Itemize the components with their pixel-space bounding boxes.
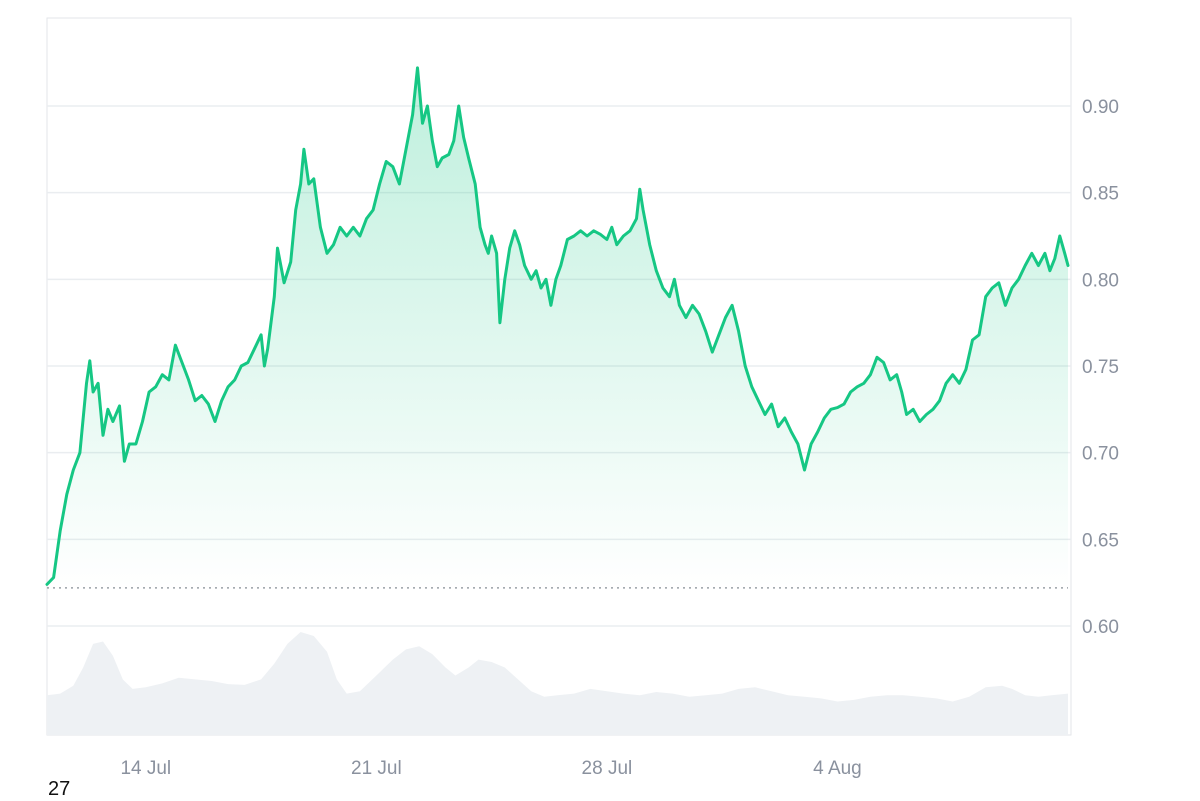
x-axis-ticks: 14 Jul 21 Jul 28 Jul 4 Aug <box>120 758 861 779</box>
y-tick-label: 0.90 <box>1082 97 1119 118</box>
y-tick-label: 0.75 <box>1082 357 1119 378</box>
y-tick-label: 0.65 <box>1082 530 1119 551</box>
price-line-group[interactable] <box>45 66 1070 586</box>
price-area-fill <box>47 67 1068 588</box>
x-tick-label: 4 Aug <box>813 758 862 779</box>
y-tick-label: 0.80 <box>1082 270 1119 291</box>
price-area <box>47 67 1068 588</box>
y-tick-label: 0.85 <box>1082 184 1119 205</box>
footnote-label: 27 <box>48 778 71 800</box>
y-tick-label: 0.70 <box>1082 444 1119 465</box>
y-tick-label: 0.60 <box>1082 617 1119 638</box>
price-line[interactable] <box>45 66 1070 586</box>
x-tick-label: 21 Jul <box>351 758 402 779</box>
volume-area <box>47 632 1068 735</box>
x-tick-label: 28 Jul <box>582 758 633 779</box>
y-axis-ticks: 0.60 0.65 0.70 0.75 0.80 0.85 0.90 <box>1082 97 1119 638</box>
x-tick-label: 14 Jul <box>120 758 171 779</box>
volume-shape <box>47 632 1068 735</box>
